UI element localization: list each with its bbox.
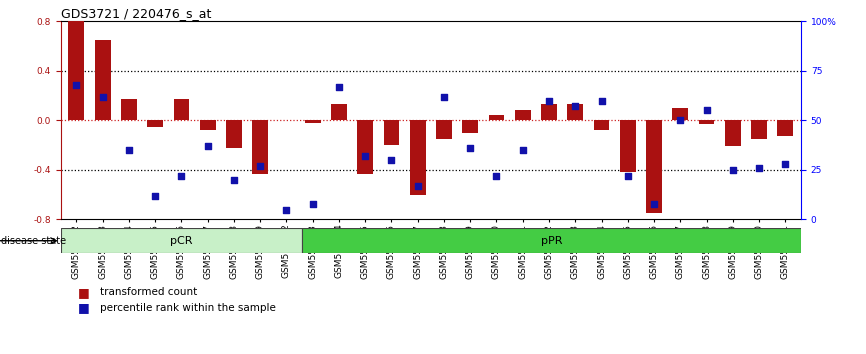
Point: [489, 173, 503, 179]
Bar: [725, 120, 740, 146]
FancyBboxPatch shape: [61, 228, 302, 253]
Point: [227, 177, 241, 183]
Bar: [778, 120, 793, 136]
Point: [122, 147, 136, 153]
Point: [752, 165, 766, 171]
Point: [595, 98, 609, 103]
Bar: [305, 120, 320, 123]
Text: pCR: pCR: [170, 236, 192, 246]
Point: [332, 84, 346, 90]
Text: ■: ■: [78, 286, 90, 298]
Bar: [226, 120, 242, 148]
Bar: [173, 99, 190, 120]
Bar: [68, 21, 84, 120]
Bar: [384, 120, 399, 145]
Point: [568, 104, 582, 109]
Point: [437, 94, 451, 99]
Point: [201, 143, 215, 149]
Point: [726, 167, 740, 173]
Bar: [436, 120, 452, 139]
Bar: [593, 120, 610, 130]
Point: [253, 163, 267, 169]
Bar: [515, 110, 531, 120]
Point: [542, 98, 556, 103]
Point: [359, 153, 372, 159]
Bar: [94, 40, 111, 120]
Point: [148, 193, 162, 199]
Point: [463, 145, 477, 151]
Bar: [410, 120, 425, 195]
Point: [96, 94, 110, 99]
Point: [410, 183, 424, 189]
Point: [700, 108, 714, 113]
Point: [621, 173, 635, 179]
Bar: [121, 99, 137, 120]
Text: ■: ■: [78, 302, 90, 314]
Point: [306, 201, 320, 206]
Bar: [699, 120, 714, 124]
Point: [174, 173, 188, 179]
Point: [280, 207, 294, 212]
Text: transformed count: transformed count: [100, 287, 197, 297]
Bar: [200, 120, 216, 130]
Bar: [358, 120, 373, 173]
Point: [779, 161, 792, 167]
Bar: [751, 120, 767, 139]
Bar: [462, 120, 478, 133]
Text: disease state: disease state: [1, 236, 66, 246]
Bar: [620, 120, 636, 172]
Point: [647, 201, 661, 206]
Bar: [567, 104, 583, 120]
Text: percentile rank within the sample: percentile rank within the sample: [100, 303, 275, 313]
Point: [516, 147, 530, 153]
Bar: [541, 104, 557, 120]
Bar: [147, 120, 163, 126]
Bar: [488, 115, 504, 120]
Text: pPR: pPR: [541, 236, 562, 246]
Bar: [331, 104, 346, 120]
Bar: [252, 120, 268, 173]
Bar: [646, 120, 662, 213]
Point: [385, 157, 398, 163]
FancyBboxPatch shape: [302, 228, 801, 253]
Bar: [672, 108, 688, 120]
Text: GDS3721 / 220476_s_at: GDS3721 / 220476_s_at: [61, 7, 211, 20]
Point: [674, 118, 688, 123]
Point: [69, 82, 83, 87]
